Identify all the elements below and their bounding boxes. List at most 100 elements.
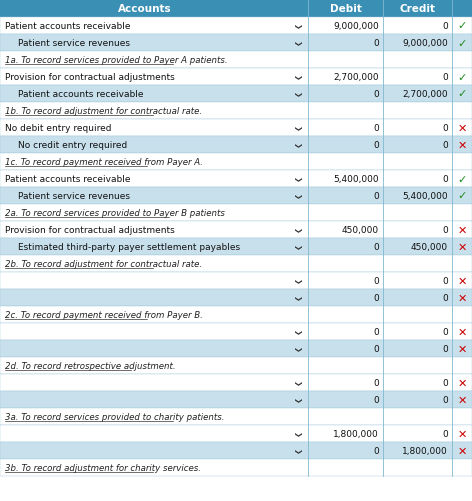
Text: ❯: ❯ [293,431,300,436]
Text: 2b. To record adjustment for contractual rate.: 2b. To record adjustment for contractual… [5,260,202,269]
Text: ✕: ✕ [457,344,467,354]
Text: Patient service revenues: Patient service revenues [18,39,130,48]
Text: No credit entry required: No credit entry required [18,141,127,150]
Bar [0,425,472,442]
Text: 2c. To record payment received from Payer B.: 2c. To record payment received from Paye… [5,311,203,319]
Text: ✕: ✕ [457,293,467,303]
Text: Estimated third-party payer settlement payables: Estimated third-party payer settlement p… [18,242,240,252]
Text: Patient accounts receivable: Patient accounts receivable [5,22,130,31]
Text: ❯: ❯ [293,244,300,250]
Text: ❯: ❯ [293,278,300,284]
Text: Accounts: Accounts [118,4,172,14]
Text: 0: 0 [442,378,448,387]
Text: 2d. To record retrospective adjustment.: 2d. To record retrospective adjustment. [5,361,176,370]
Text: ✓: ✓ [457,22,467,32]
Bar [0,442,472,459]
Text: ❯: ❯ [293,91,300,97]
Text: ✕: ✕ [457,140,467,150]
Text: 0: 0 [373,90,379,99]
Bar [0,137,472,154]
Bar [0,18,472,35]
Text: ❯: ❯ [293,346,300,352]
Text: 0: 0 [442,395,448,404]
Text: 0: 0 [373,242,379,252]
Text: 5,400,000: 5,400,000 [402,191,448,200]
Text: ❯: ❯ [293,227,300,233]
Bar [0,221,472,238]
Text: 0: 0 [373,141,379,150]
Text: ✕: ✕ [457,276,467,286]
Text: 0: 0 [373,378,379,387]
Bar [0,188,472,204]
Text: Credit: Credit [399,4,436,14]
Text: ✕: ✕ [457,429,467,438]
Text: Provision for contractual adjustments: Provision for contractual adjustments [5,73,175,82]
Bar [0,35,472,52]
Text: Debit: Debit [329,4,362,14]
Text: 450,000: 450,000 [342,225,379,234]
Text: ❯: ❯ [293,448,300,453]
Text: 3a. To record services provided to charity patients.: 3a. To record services provided to chari… [5,412,225,421]
Text: 0: 0 [442,141,448,150]
Text: ✕: ✕ [457,242,467,252]
Text: ✕: ✕ [457,378,467,388]
Text: ❯: ❯ [293,125,300,131]
Text: 0: 0 [373,327,379,336]
Text: 0: 0 [373,124,379,133]
Bar [0,374,472,391]
Text: No debit entry required: No debit entry required [5,124,111,133]
Bar [0,171,472,188]
Text: 0: 0 [442,225,448,234]
Bar [0,154,472,171]
Text: Patient service revenues: Patient service revenues [18,191,130,200]
Text: 2,700,000: 2,700,000 [333,73,379,82]
Text: ✕: ✕ [457,123,467,133]
Text: 0: 0 [373,191,379,200]
Text: 0: 0 [442,429,448,438]
Text: Patient accounts receivable: Patient accounts receivable [5,175,130,184]
Text: 0: 0 [442,73,448,82]
Text: 1,800,000: 1,800,000 [402,446,448,455]
Text: ❯: ❯ [293,193,300,199]
Text: ❯: ❯ [293,380,300,386]
Text: ❯: ❯ [293,142,300,148]
Text: 1c. To record payment received from Payer A.: 1c. To record payment received from Paye… [5,158,203,167]
Bar [0,103,472,120]
Bar [0,256,472,273]
Text: 450,000: 450,000 [411,242,448,252]
Bar [0,120,472,137]
Text: 0: 0 [373,344,379,353]
Bar [0,52,472,69]
Text: ✕: ✕ [457,225,467,235]
Text: 0: 0 [442,294,448,303]
Text: ✕: ✕ [457,445,467,455]
Text: ✓: ✓ [457,72,467,82]
Text: ❯: ❯ [293,24,300,30]
Text: ✕: ✕ [457,327,467,337]
Text: 0: 0 [373,39,379,48]
Text: Patient accounts receivable: Patient accounts receivable [18,90,143,99]
Text: 0: 0 [373,277,379,286]
Text: 9,000,000: 9,000,000 [333,22,379,31]
Bar [0,307,472,323]
Text: 0: 0 [442,124,448,133]
Bar [0,0,472,18]
Text: 0: 0 [373,446,379,455]
Bar [0,408,472,425]
Text: 0: 0 [442,22,448,31]
Bar [0,459,472,476]
Text: 1a. To record services provided to Payer A patients.: 1a. To record services provided to Payer… [5,56,228,65]
Text: 0: 0 [442,277,448,286]
Text: 0: 0 [442,327,448,336]
Text: ❯: ❯ [293,295,300,301]
Bar [0,86,472,103]
Text: ❯: ❯ [293,329,300,335]
Text: ❯: ❯ [293,176,300,182]
Bar [0,391,472,408]
Text: ✓: ✓ [457,89,467,99]
Bar [0,273,472,290]
Text: 3b. To record adjustment for charity services.: 3b. To record adjustment for charity ser… [5,463,201,472]
Text: 1b. To record adjustment for contractual rate.: 1b. To record adjustment for contractual… [5,107,202,116]
Text: Provision for contractual adjustments: Provision for contractual adjustments [5,225,175,234]
Bar [0,204,472,221]
